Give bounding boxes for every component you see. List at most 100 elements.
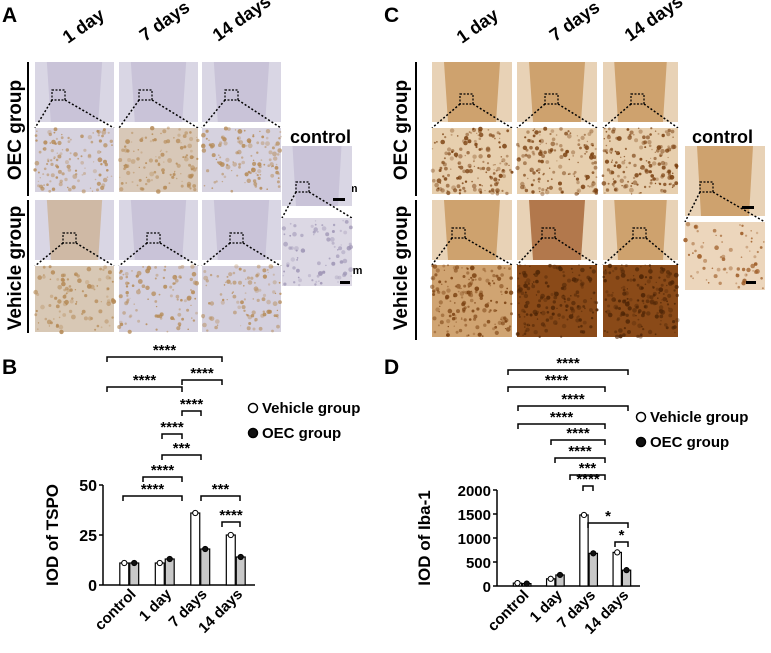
significance-bracket: **** <box>180 396 204 416</box>
legend-marker <box>635 436 647 448</box>
row-label-oec-c: OEC group <box>391 80 412 180</box>
legend-label: OEC group <box>650 434 729 451</box>
scale-bar-50-a <box>340 281 350 284</box>
legend-label: OEC group <box>262 425 341 442</box>
significance-bracket: **** <box>550 425 606 445</box>
iba-vehicle-overview-1-roi <box>541 227 556 239</box>
data-point <box>547 575 554 582</box>
bar-oec-group-2 <box>200 548 211 586</box>
data-point <box>523 580 530 587</box>
tspo-vehicle-detail-2 <box>201 264 282 333</box>
column-label-1day-c: 1 day <box>453 4 502 47</box>
scale-bar-200-a <box>333 198 345 201</box>
tspo-control-overview-roi <box>295 181 310 193</box>
tspo-oec-detail-0 <box>33 127 114 194</box>
panel-letter-d: D <box>384 356 399 379</box>
row-label-oec-a: OEC group <box>5 80 26 180</box>
iba-control-overview-roi <box>699 181 714 193</box>
tspo-vehicle-zoom-lines-2 <box>201 242 282 267</box>
significance-bracket: **** <box>181 365 223 385</box>
tspo-oec-zoom-lines-2 <box>201 99 282 129</box>
significance-bracket: * <box>587 508 629 528</box>
data-point <box>590 550 597 557</box>
iba-oec-detail-0 <box>430 126 514 196</box>
iba-vehicle-overview-2-roi <box>632 227 647 239</box>
legend: Vehicle group OEC group <box>635 409 748 451</box>
tspo-oec-overview-0 <box>35 62 114 122</box>
significance-bracket: **** <box>219 507 243 527</box>
scale-bar-200-c <box>742 206 754 209</box>
data-point <box>202 545 209 553</box>
bar-oec-group-3 <box>235 556 246 586</box>
legend-marker <box>247 427 259 439</box>
significance-label: **** <box>561 391 585 408</box>
iba-vehicle-detail-2 <box>602 263 680 339</box>
tspo-vehicle-zoom-lines-1 <box>118 242 199 267</box>
bar-vehicle-group-0 <box>119 562 130 586</box>
significance-label: * <box>619 527 625 544</box>
significance-label: **** <box>556 355 580 372</box>
column-label-7days-c: 7 days <box>546 0 603 45</box>
iba-vehicle-overview-0-roi <box>451 227 466 239</box>
tspo-vehicle-zoom-lines-0 <box>34 242 115 267</box>
panel-letter-b: B <box>2 356 17 379</box>
row-label-vehicle-c: Vehicle group <box>391 206 412 331</box>
tspo-oec-overview-2 <box>202 62 281 122</box>
tspo-vehicle-overview-1 <box>119 200 198 260</box>
significance-label: **** <box>141 481 165 498</box>
panel-letter-c: C <box>384 4 399 27</box>
bar-vehicle-group-2 <box>579 514 589 587</box>
y-tick-label: 25 <box>79 528 97 545</box>
legend: Vehicle group OEC group <box>247 400 360 442</box>
iba-vehicle-zoom-lines-0 <box>431 237 513 266</box>
iba-oec-overview-2 <box>603 62 678 122</box>
iba-oec-overview-0 <box>432 62 512 122</box>
data-point <box>131 559 138 567</box>
data-point <box>556 571 564 579</box>
y-tick-label: 0 <box>88 578 97 595</box>
significance-label: * <box>605 508 611 525</box>
y-tick-label: 2000 <box>458 483 491 500</box>
bar-vehicle-group-3 <box>612 551 622 587</box>
iba-oec-overview-0-roi <box>459 93 474 105</box>
tspo-oec-zoom-lines-0 <box>34 99 115 129</box>
y-tick-label: 500 <box>466 555 491 572</box>
tspo-oec-overview-1-roi <box>138 89 153 101</box>
y-axis-label: IOD of TSPO <box>43 484 62 586</box>
tspo-oec-overview-2-roi <box>224 89 239 101</box>
data-point <box>623 567 630 574</box>
tspo-vehicle-overview-2-roi <box>229 232 244 244</box>
significance-bracket: **** <box>507 372 606 392</box>
significance-label: **** <box>545 372 569 389</box>
tspo-oec-overview-0-roi <box>51 89 66 101</box>
significance-label: **** <box>153 342 177 359</box>
iba-vehicle-overview-0 <box>432 200 512 260</box>
iba-vehicle-detail-1 <box>515 263 599 338</box>
data-point <box>166 555 173 563</box>
y-tick-label: 1000 <box>458 531 491 548</box>
tspo-oec-zoom-lines-1 <box>118 99 199 129</box>
data-point <box>514 580 521 587</box>
iba-vehicle-overview-1 <box>517 200 597 260</box>
legend-label: Vehicle group <box>262 400 360 417</box>
legend-marker <box>635 411 647 423</box>
significance-label: **** <box>568 443 592 460</box>
tspo-oec-detail-2 <box>201 126 283 193</box>
significance-label: **** <box>180 396 204 413</box>
tspo-vehicle-overview-0-roi <box>62 232 77 244</box>
tspo-vehicle-overview-0 <box>35 200 114 260</box>
significance-label: **** <box>160 419 184 436</box>
y-tick-label: 0 <box>483 579 491 596</box>
iba-control-overview <box>685 146 765 216</box>
y-axis-label: IOD of Iba-1 <box>415 490 434 585</box>
scale-bar-50-c <box>746 281 756 284</box>
significance-bracket: **** <box>122 481 183 501</box>
significance-label: **** <box>190 365 214 382</box>
significance-bracket: **** <box>576 471 600 491</box>
significance-label: **** <box>576 471 600 488</box>
tspo-vehicle-overview-1-roi <box>146 232 161 244</box>
y-tick-label: 50 <box>79 478 97 495</box>
significance-bracket: **** <box>507 355 629 375</box>
bar-oec-group-0 <box>129 562 140 586</box>
